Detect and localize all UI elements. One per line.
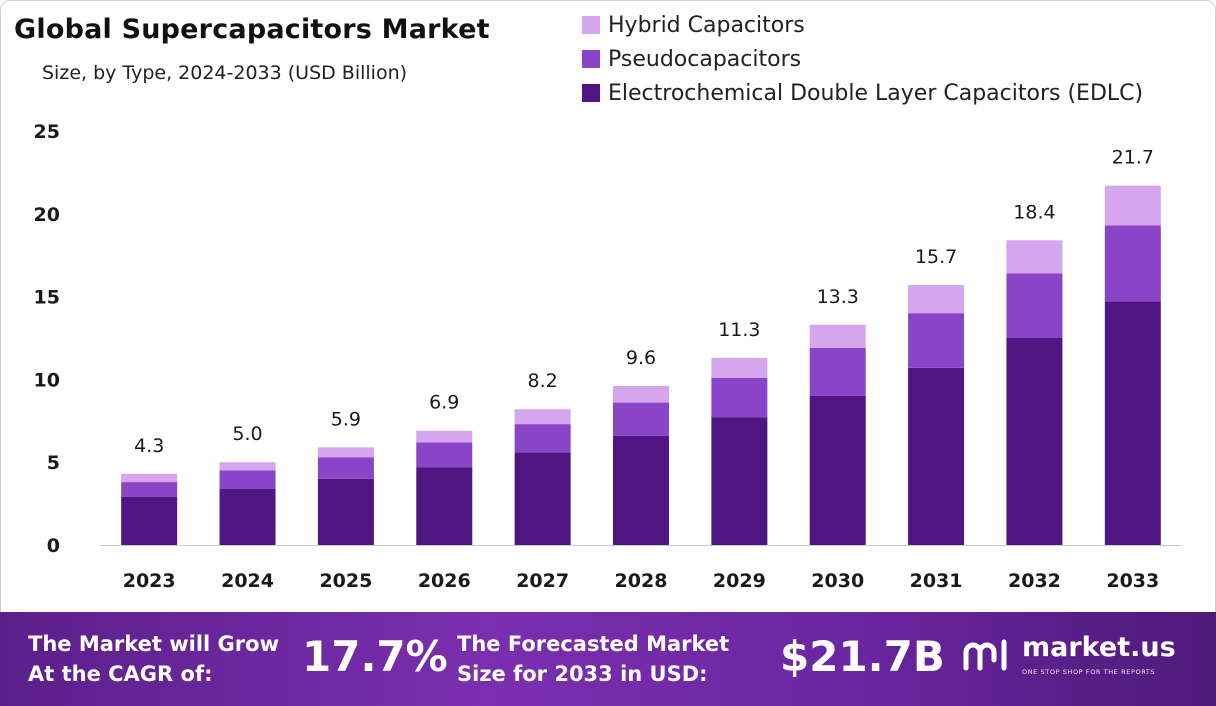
legend-swatch-pseudo: [582, 50, 600, 68]
legend-swatch-edlc: [582, 84, 600, 102]
brand-name[interactable]: market.us: [1022, 632, 1176, 663]
x-tick-label: 2033: [1106, 570, 1159, 592]
bar-segment: [711, 377, 768, 418]
legend-swatch-hybrid: [582, 16, 600, 34]
chart-title: Global Supercapacitors Market: [14, 14, 490, 45]
bar-segment: [908, 367, 965, 545]
legend-label-edlc: Electrochemical Double Layer Capacitors …: [608, 80, 1144, 106]
bar-segment: [1104, 301, 1161, 545]
cagr-value: 17.7%: [302, 632, 448, 681]
cagr-label-line2: At the CAGR of:: [28, 662, 213, 686]
bar-total-label: 5.0: [232, 423, 262, 445]
bar-segment: [1006, 273, 1063, 338]
bar-segment: [908, 285, 965, 314]
summary-banner: The Market will Grow At the CAGR of: 17.…: [0, 612, 1216, 706]
x-tick-label: 2030: [811, 570, 864, 592]
bar-segment: [1104, 225, 1161, 302]
forecast-label-line1: The Forecasted Market: [457, 632, 730, 656]
x-tick-label: 2029: [713, 570, 766, 592]
bar-segment: [809, 395, 866, 545]
bar-segment: [219, 470, 276, 489]
cagr-label-line1: The Market will Grow: [28, 632, 279, 656]
bar-segment: [514, 452, 571, 545]
bar-segment: [219, 462, 276, 471]
bar-segment: [416, 467, 473, 545]
bar-total-label: 15.7: [915, 246, 957, 268]
bar-segment: [121, 496, 178, 545]
bar-segment: [317, 447, 374, 458]
y-tick-label: 15: [34, 287, 60, 309]
chart-legend: Hybrid Capacitors Pseudocapacitors Elect…: [582, 8, 1143, 110]
bar-total-label: 8.2: [528, 370, 558, 392]
x-tick-label: 2025: [319, 570, 372, 592]
forecast-label: The Forecasted Market Size for 2033 in U…: [457, 629, 729, 689]
legend-label-hybrid: Hybrid Capacitors: [608, 12, 805, 38]
bar-segment: [809, 347, 866, 396]
bar-segment: [809, 324, 866, 348]
bar-segment: [121, 482, 178, 497]
x-tick-label: 2023: [123, 570, 176, 592]
x-tick-label: 2031: [910, 570, 963, 592]
market-us-logo-icon: [963, 639, 1007, 671]
legend-item-edlc: Electrochemical Double Layer Capacitors …: [582, 76, 1143, 110]
bar-segment: [416, 442, 473, 468]
bar-total-label: 9.6: [626, 347, 656, 369]
x-tick-label: 2027: [516, 570, 569, 592]
legend-item-hybrid: Hybrid Capacitors: [582, 8, 1143, 42]
bar-segment: [121, 473, 178, 483]
forecast-value: $21.7B: [780, 632, 945, 681]
x-tick-label: 2024: [221, 570, 274, 592]
bar-total-label: 6.9: [429, 392, 459, 414]
legend-label-pseudo: Pseudocapacitors: [608, 46, 802, 72]
bar-segment: [317, 457, 374, 479]
chart-subtitle: Size, by Type, 2024-2033 (USD Billion): [42, 62, 408, 84]
bar-total-label: 18.4: [1013, 201, 1055, 223]
bar-chart: 05101520254.320235.020245.920256.920268.…: [34, 121, 1182, 592]
bar-segment: [416, 430, 473, 443]
bar-total-label: 4.3: [134, 435, 164, 457]
x-tick-label: 2028: [615, 570, 668, 592]
bar-segment: [1006, 240, 1063, 274]
bar-segment: [219, 488, 276, 545]
bar-segment: [317, 478, 374, 545]
bar-segment: [1104, 185, 1161, 226]
bar-segment: [908, 313, 965, 368]
y-tick-label: 25: [34, 121, 60, 143]
bar-total-label: 11.3: [718, 319, 760, 341]
y-tick-label: 20: [34, 204, 60, 226]
bar-total-label: 5.9: [331, 408, 361, 430]
bar-segment: [613, 435, 669, 545]
bar-total-label: 21.7: [1112, 147, 1154, 169]
y-tick-label: 0: [47, 535, 60, 557]
bar-segment: [514, 424, 571, 453]
bar-segment: [711, 417, 768, 545]
x-tick-label: 2026: [418, 570, 471, 592]
y-tick-label: 10: [34, 369, 60, 391]
x-tick-label: 2032: [1008, 570, 1061, 592]
forecast-label-line2: Size for 2033 in USD:: [457, 662, 708, 686]
bar-segment: [711, 357, 768, 378]
brand-tagline: ONE STOP SHOP FOR THE REPORTS: [1022, 668, 1156, 676]
y-tick-label: 5: [47, 452, 60, 474]
bar-segment: [514, 409, 571, 425]
bar-segment: [1006, 338, 1063, 545]
legend-item-pseudo: Pseudocapacitors: [582, 42, 1143, 76]
bar-segment: [613, 386, 669, 403]
cagr-label: The Market will Grow At the CAGR of:: [28, 629, 279, 689]
bar-total-label: 13.3: [817, 286, 859, 308]
bar-segment: [613, 402, 669, 436]
